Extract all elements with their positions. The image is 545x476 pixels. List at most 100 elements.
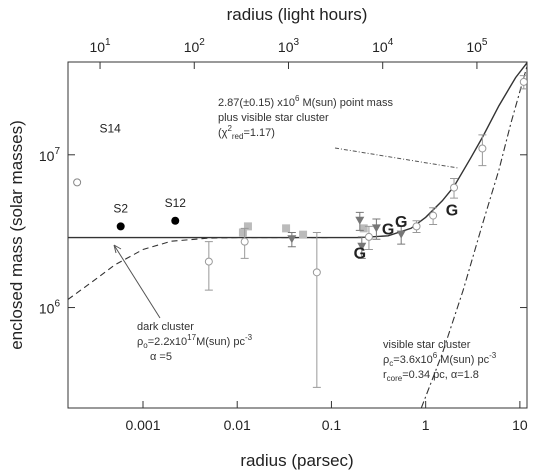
y-tick-label-power: 7 [54, 146, 60, 157]
annotation-part: =3.6x10 [393, 354, 432, 366]
point [116, 222, 125, 231]
annotation: α =5 [150, 351, 172, 363]
annotation-part: -3 [489, 351, 497, 360]
plot-area: GG GG [68, 62, 527, 408]
annotation-part: r [383, 369, 387, 381]
point [412, 222, 421, 231]
plot-frame [67, 61, 528, 409]
point [359, 224, 368, 233]
x2-tick-label: 101 [89, 37, 111, 55]
x2-tick-label-base: 10 [89, 39, 105, 55]
point [282, 224, 291, 233]
point [450, 183, 459, 192]
point [238, 228, 247, 237]
y-tick-label: 107 [39, 146, 61, 164]
y-tick-label-power: 6 [54, 299, 60, 310]
annotation-part: core [387, 374, 403, 383]
x2-tick-label: 102 [184, 37, 206, 55]
annotation-part: M(sun) point mass [299, 97, 393, 109]
point [429, 211, 438, 220]
x-tick-label: 0.1 [322, 417, 342, 433]
annotation-part: 6 [295, 94, 300, 103]
x2-tick-label-power: 1 [105, 37, 111, 48]
x2-tick-label-power: 4 [388, 37, 394, 48]
annotation-part: (χ [218, 127, 228, 139]
annotation: visible star cluster [383, 339, 471, 351]
annotation-part: ρ [383, 354, 389, 366]
point: G [395, 214, 407, 231]
point: G [382, 221, 394, 238]
pointer [113, 244, 161, 319]
point [364, 232, 373, 241]
x2-tick-label: 103 [278, 37, 300, 55]
annotation-part: 6 [433, 351, 438, 360]
y-tick-label-base: 10 [39, 301, 55, 317]
annotation-part: dark cluster [137, 321, 194, 333]
point [299, 230, 308, 239]
pointer [334, 147, 459, 169]
annotation-part: =1.17) [243, 127, 275, 139]
annotation: dark cluster [137, 321, 194, 333]
x-tick-label: 0.01 [224, 417, 251, 433]
annotation-part: -3 [245, 333, 253, 342]
fit-curve [68, 62, 527, 239]
point [312, 268, 321, 277]
point [171, 216, 180, 225]
x-tick-label: 10 [512, 417, 528, 433]
point [371, 224, 381, 233]
point [287, 235, 297, 244]
point [478, 144, 487, 153]
annotation: 2.87(±0.15) x106 M(sun) point mass [218, 94, 393, 109]
point [73, 178, 82, 187]
error-bar [204, 241, 213, 291]
x-axis-title: radius (parsec) [240, 451, 353, 470]
point [240, 237, 249, 246]
x2-tick-label: 105 [466, 37, 488, 55]
annotation-part: plus visible star cluster [218, 112, 329, 124]
x-tick-label: 0.001 [125, 417, 160, 433]
annotation-part: 2 [227, 124, 232, 133]
point [396, 230, 406, 239]
point: G [354, 245, 366, 262]
annotation-part: M(sun) pc [196, 336, 245, 348]
annotation-part: o [143, 341, 148, 350]
x2-tick-label-power: 3 [293, 37, 299, 48]
point [355, 216, 365, 225]
annotation-part: M(sun) pc [437, 354, 489, 366]
y-tick-label-base: 10 [39, 148, 55, 164]
point [243, 222, 252, 231]
annotation-part: ρ [137, 336, 143, 348]
point [357, 242, 367, 251]
x2-tick-label: 104 [372, 37, 394, 55]
x2-tick-label-base: 10 [466, 39, 482, 55]
x2-tick-label-power: 2 [199, 37, 205, 48]
y-tick-label: 106 [39, 299, 61, 317]
annotation: (χ2red=1.17) [218, 124, 275, 141]
annotation-part: 2.87(±0.15) x10 [218, 97, 295, 109]
annotation-part: c [389, 359, 393, 368]
point-label: S2 [113, 201, 128, 215]
annotation-part: =2.2x10 [148, 336, 187, 348]
annotation: ρc=3.6x106 M(sun) pc-3 [383, 351, 497, 368]
annotation-part: visible star cluster [383, 339, 471, 351]
x2-tick-label-base: 10 [184, 39, 200, 55]
annotation-part: α =5 [150, 351, 172, 363]
annotation-part: red [232, 132, 244, 141]
x2-axis-title: radius (light hours) [227, 5, 368, 24]
annotation-part: =0.34 pc, α=1.8 [402, 369, 479, 381]
x-tick-label: 1 [422, 417, 430, 433]
point-label: S14 [99, 121, 121, 135]
point [204, 257, 213, 266]
annotation: rcore=0.34 pc, α=1.8 [383, 369, 479, 383]
x2-tick-label-base: 10 [278, 39, 294, 55]
x2-tick-label-power: 5 [482, 37, 488, 48]
annotation: plus visible star cluster [218, 112, 329, 124]
annotation: ρo=2.2x1017M(sun) pc-3 [137, 333, 253, 350]
y-axis-title: enclosed mass (solar masses) [7, 120, 26, 350]
point: G [446, 202, 458, 219]
error-bar [312, 231, 321, 388]
annotation-part: 17 [187, 333, 196, 342]
point-label: S12 [165, 196, 187, 210]
